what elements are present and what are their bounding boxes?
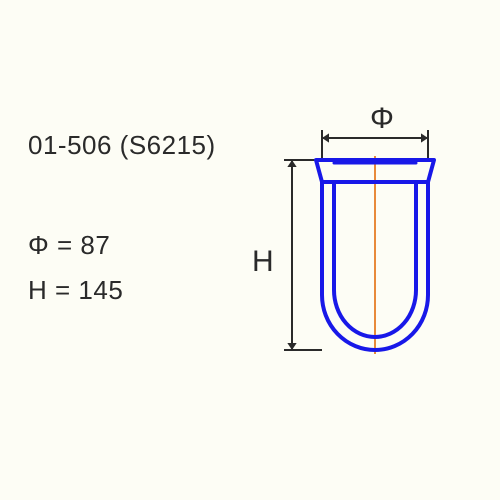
h-dimension-label: H bbox=[252, 245, 274, 279]
part-drawing bbox=[280, 115, 480, 375]
part-number: 01-506 (S6215) bbox=[28, 130, 216, 161]
phi-value-text: Φ = 87 bbox=[28, 230, 110, 261]
h-value-text: H = 145 bbox=[28, 275, 123, 306]
